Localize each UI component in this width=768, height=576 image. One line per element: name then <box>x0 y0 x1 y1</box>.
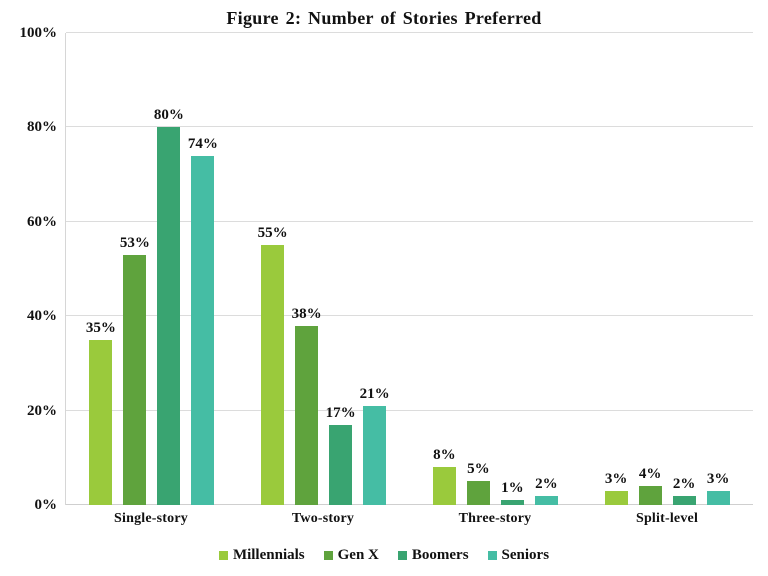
y-axis-label: 80% <box>27 119 57 136</box>
legend-label: Boomers <box>411 547 469 563</box>
x-axis: Single-story Two-story Three-story Split-le… <box>65 511 753 527</box>
bar: 21% <box>360 386 390 505</box>
x-axis-label: Three-story <box>458 511 532 526</box>
bar: 8% <box>432 447 456 505</box>
bar: 35% <box>86 320 116 505</box>
bar-value-label: 3% <box>706 470 730 487</box>
bar-value-label: 2% <box>535 475 558 492</box>
bar: 74% <box>188 136 218 505</box>
y-axis-label: 0% <box>34 497 58 513</box>
bar: 3% <box>706 471 730 505</box>
bar-value-label: 35% <box>85 319 116 336</box>
gridline <box>66 409 753 411</box>
bar-value-label: 21% <box>359 385 390 402</box>
bar-value-label: 80% <box>153 107 184 124</box>
bar-value-label: 8% <box>433 447 456 464</box>
bar-value-label: 53% <box>119 234 150 251</box>
bar-group: 35% 53% 80% 74% <box>66 33 238 505</box>
legend-label: Millennials <box>232 547 305 563</box>
gridline <box>66 315 753 317</box>
legend-item: Boomers <box>397 547 469 564</box>
y-axis-label: 40% <box>27 308 57 325</box>
x-axis-label: Two-story <box>291 511 355 526</box>
y-axis: 0% 20% 40% 60% 80% 100% <box>0 25 58 513</box>
y-axis-label: 20% <box>27 402 57 419</box>
bar-value-label: 5% <box>467 461 490 478</box>
legend-item: Seniors <box>487 547 550 564</box>
gridline <box>66 220 753 222</box>
legend-swatch-icon <box>487 551 497 560</box>
legend-item: Gen X <box>323 547 379 564</box>
bar-group: 55% 38% 17% 21% <box>238 33 410 505</box>
bar: 2% <box>534 476 558 505</box>
bar-groups-container: 35% 53% 80% 74% 55% 38% 17% 21% 8% 5% 1% 2% 3% 4% 2% 3% <box>66 33 753 505</box>
bar: 55% <box>258 225 288 505</box>
bar-value-label: 38% <box>291 305 322 322</box>
bar-value-label: 17% <box>325 404 356 421</box>
gridline <box>66 126 753 128</box>
bar-value-label: 4% <box>638 466 662 483</box>
bar-value-label: 1% <box>501 480 524 497</box>
x-axis-label: Split-level <box>635 511 699 526</box>
y-axis-label: 60% <box>27 213 57 230</box>
plot-area: 35% 53% 80% 74% 55% 38% 17% 21% 8% 5% 1% 2% 3% 4% 2% 3% <box>65 32 753 505</box>
bar: 2% <box>672 476 696 505</box>
bar-value-label: 74% <box>187 135 218 152</box>
bar: 4% <box>638 466 662 505</box>
y-axis-label: 100% <box>19 25 58 41</box>
bar-value-label: 2% <box>672 475 696 492</box>
x-axis-label: Single-story <box>114 511 188 526</box>
bar-value-label: 3% <box>604 470 628 487</box>
legend-swatch-icon <box>218 551 228 560</box>
legend-label: Seniors <box>501 547 550 563</box>
bar: 1% <box>500 480 524 505</box>
gridline <box>66 32 753 33</box>
bar: 80% <box>154 107 184 505</box>
legend-swatch-icon <box>323 551 333 560</box>
bar: 5% <box>466 461 490 505</box>
gridline <box>66 504 753 505</box>
bar: 53% <box>120 235 150 505</box>
legend-label: Gen X <box>337 547 379 563</box>
legend-swatch-icon <box>397 551 407 560</box>
chart-title: Figure 2: Number of Stories Preferred <box>226 8 542 28</box>
bar-group: 3% 4% 2% 3% <box>581 33 753 505</box>
legend-item: Millennials <box>218 547 305 564</box>
bar-value-label: 55% <box>257 225 288 242</box>
bar: 3% <box>604 471 628 505</box>
legend: Millennials Gen X Boomers Seniors <box>0 547 768 564</box>
bar-group: 8% 5% 1% 2% <box>410 33 582 505</box>
bar: 38% <box>292 306 322 505</box>
bar: 17% <box>326 405 356 505</box>
